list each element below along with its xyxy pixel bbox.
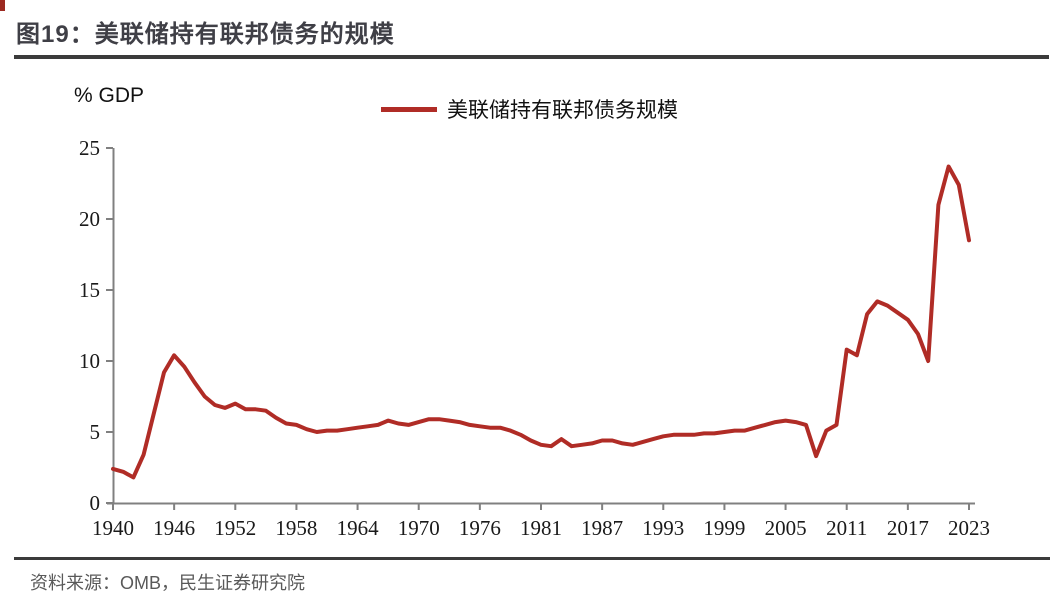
page-edge-mark <box>0 0 5 11</box>
y-tick-label: 20 <box>79 207 100 231</box>
x-tick-label: 1976 <box>459 516 501 540</box>
x-tick-label: 2011 <box>826 516 867 540</box>
x-tick-label: 1987 <box>581 516 623 540</box>
y-tick-label: 0 <box>90 491 101 515</box>
bottom-rule <box>14 557 1050 560</box>
x-tick-label: 2023 <box>948 516 990 540</box>
x-tick-label: 1964 <box>337 516 380 540</box>
y-axis-unit-label: % GDP <box>74 84 145 107</box>
x-tick-label: 2005 <box>765 516 807 540</box>
x-tick-label: 1958 <box>275 516 317 540</box>
chart-legend: 美联储持有联邦债务规模 <box>381 94 678 124</box>
x-tick-label: 1952 <box>214 516 256 540</box>
y-tick-label: 15 <box>79 278 100 302</box>
y-tick-label: 5 <box>90 420 101 444</box>
x-tick-label: 1993 <box>642 516 684 540</box>
legend-line-icon <box>381 106 437 112</box>
legend-label: 美联储持有联邦债务规模 <box>447 98 678 122</box>
x-tick-label: 1999 <box>703 516 745 540</box>
y-tick-label: 10 <box>79 349 100 373</box>
y-tick-label: 25 <box>79 136 100 160</box>
title-rule <box>14 55 1049 59</box>
x-tick-label: 1946 <box>153 516 195 540</box>
x-tick-label: 1981 <box>520 516 562 540</box>
source-note: 资料来源：OMB，民生证券研究院 <box>30 573 305 593</box>
x-tick-label: 1940 <box>92 516 134 540</box>
figure-title: 图19：美联储持有联邦债务的规模 <box>16 21 395 48</box>
x-tick-label: 1970 <box>398 516 440 540</box>
x-tick-label: 2017 <box>887 516 929 540</box>
series-line <box>111 164 971 480</box>
